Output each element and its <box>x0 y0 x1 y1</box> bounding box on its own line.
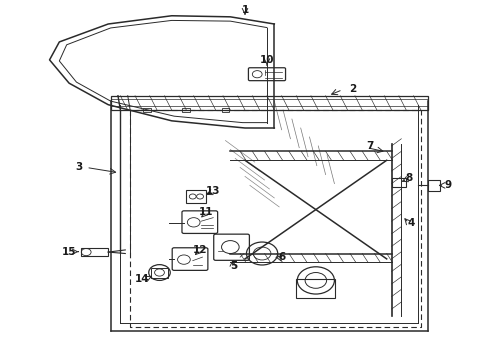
Text: 14: 14 <box>135 274 150 284</box>
Text: 13: 13 <box>206 186 220 196</box>
Bar <box>111 96 428 110</box>
Text: 5: 5 <box>231 261 238 271</box>
Text: 2: 2 <box>349 84 356 94</box>
Text: 11: 11 <box>198 207 213 217</box>
Text: 1: 1 <box>242 5 248 15</box>
Text: 7: 7 <box>366 141 373 151</box>
Text: 8: 8 <box>405 173 412 183</box>
Text: 15: 15 <box>62 247 76 257</box>
Text: 12: 12 <box>193 245 207 255</box>
Bar <box>221 108 229 112</box>
Bar <box>186 190 206 203</box>
Bar <box>151 267 168 278</box>
Bar <box>392 178 406 187</box>
Bar <box>428 180 441 191</box>
Text: 6: 6 <box>278 252 285 262</box>
Text: 3: 3 <box>75 162 82 172</box>
Text: 10: 10 <box>260 55 274 65</box>
Bar <box>81 248 108 256</box>
Text: 9: 9 <box>444 180 451 190</box>
Bar <box>144 108 151 112</box>
Bar <box>182 108 190 112</box>
Text: 4: 4 <box>408 218 415 228</box>
Bar <box>296 279 335 298</box>
